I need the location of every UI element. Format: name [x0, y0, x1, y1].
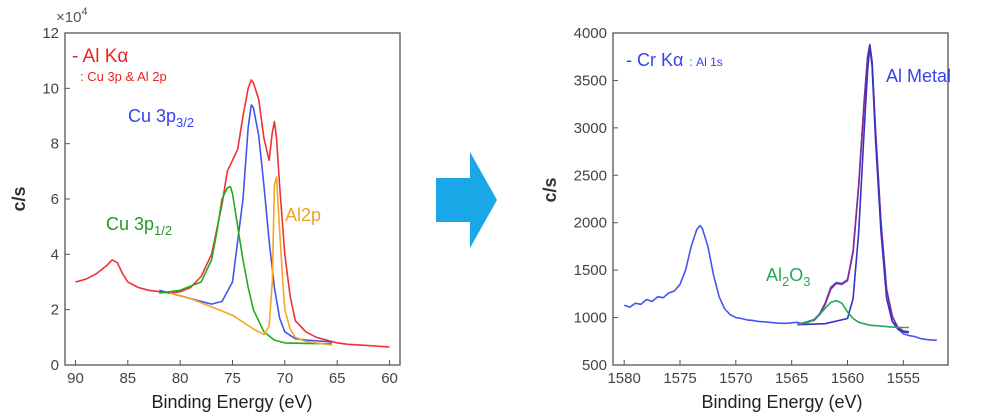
annotation-al-metal: Al Metal: [886, 66, 951, 86]
series-line-envelope: [75, 79, 390, 348]
y-axis-label-right: c/s: [540, 177, 560, 202]
x-tick-label-left: 85: [119, 370, 136, 387]
arrow-right-icon: [436, 152, 497, 248]
annotation-al2p: Al2p: [285, 205, 321, 225]
chart-right: 500 1000 1500 2000 2500 3000 3500 4000 1580 1575…: [540, 25, 951, 412]
x-tick-label-left: 75: [224, 370, 241, 387]
x-tick-label-right: 1560: [831, 370, 864, 387]
x-ticks-left: 90 85 80 75 70 65 60: [67, 360, 398, 387]
annotation-cu3p32: Cu 3p3/2: [128, 106, 194, 130]
series-line-fit-envelope: [797, 44, 910, 333]
x-tick-label-right: 1575: [663, 370, 696, 387]
y-tick-label-left: 8: [51, 136, 59, 153]
y-tick-label-left: 12: [42, 25, 59, 42]
x-tick-label-left: 65: [329, 370, 346, 387]
x-tick-label-left: 80: [172, 370, 189, 387]
y-tick-label-left: 2: [51, 302, 59, 319]
series-right: [623, 43, 937, 342]
y-tick-label-left: 0: [51, 357, 59, 374]
x-tick-label-left: 60: [381, 370, 398, 387]
y-tick-label-right: 3500: [574, 72, 607, 89]
x-tick-label-right: 1580: [607, 370, 640, 387]
y-tick-label-left: 6: [51, 191, 59, 208]
annotation-cu3p12: Cu 3p1/2: [106, 214, 172, 238]
series-line-al2o3: [797, 299, 909, 329]
series-line-al2p: [169, 176, 333, 346]
y-tick-label-right: 1000: [574, 310, 607, 327]
x-ticks-right: 1580 1575 1570 1565 1560 1555: [607, 360, 920, 387]
series-line-cu-3p3-2: [158, 104, 333, 344]
y-tick-label-left: 10: [42, 80, 59, 97]
series-line-al-metal: [797, 45, 910, 334]
x-tick-label-right: 1570: [719, 370, 752, 387]
annotation-source-right: - Cr Kα: Al 1s: [626, 50, 723, 70]
y-tick-label-right: 500: [582, 357, 607, 374]
x-tick-label-right: 1555: [887, 370, 920, 387]
y-axis-label-left: c/s: [9, 186, 29, 211]
x-tick-label-right: 1565: [775, 370, 808, 387]
x-tick-label-left: 90: [67, 370, 84, 387]
series-left: [75, 79, 390, 348]
y-tick-label-right: 2000: [574, 215, 607, 232]
plot-area-right: [612, 32, 949, 366]
plot-area-left: [64, 32, 401, 366]
series-line-cu-3p1-2: [159, 185, 333, 345]
annotation-al2o3: Al2O3: [766, 265, 811, 289]
y-tick-label-left: 4: [51, 246, 59, 263]
y-tick-label-right: 1500: [574, 262, 607, 279]
x-axis-label-right: Binding Energy (eV): [701, 392, 862, 412]
annotation-source-left: - Al Kα: [72, 46, 128, 67]
x-axis-label-left: Binding Energy (eV): [151, 392, 312, 412]
y-ticks-right: 500 1000 1500 2000 2500 3000 3500 4000: [574, 25, 618, 374]
y-tick-label-right: 2500: [574, 167, 607, 184]
annotation-source-sub-left: : Cu 3p & Al 2p: [80, 69, 167, 84]
x-tick-label-left: 70: [277, 370, 294, 387]
chart-left: 0 2 4 6 8 10 12 90 85 80 75 70 65 60 ×104 c/s Bindin…: [9, 6, 401, 412]
y-ticks-left: 0 2 4 6 8 10 12: [42, 25, 70, 374]
y-multiplier-left: ×104: [56, 6, 88, 26]
y-tick-label-right: 4000: [574, 25, 607, 42]
y-tick-label-right: 3000: [574, 120, 607, 137]
